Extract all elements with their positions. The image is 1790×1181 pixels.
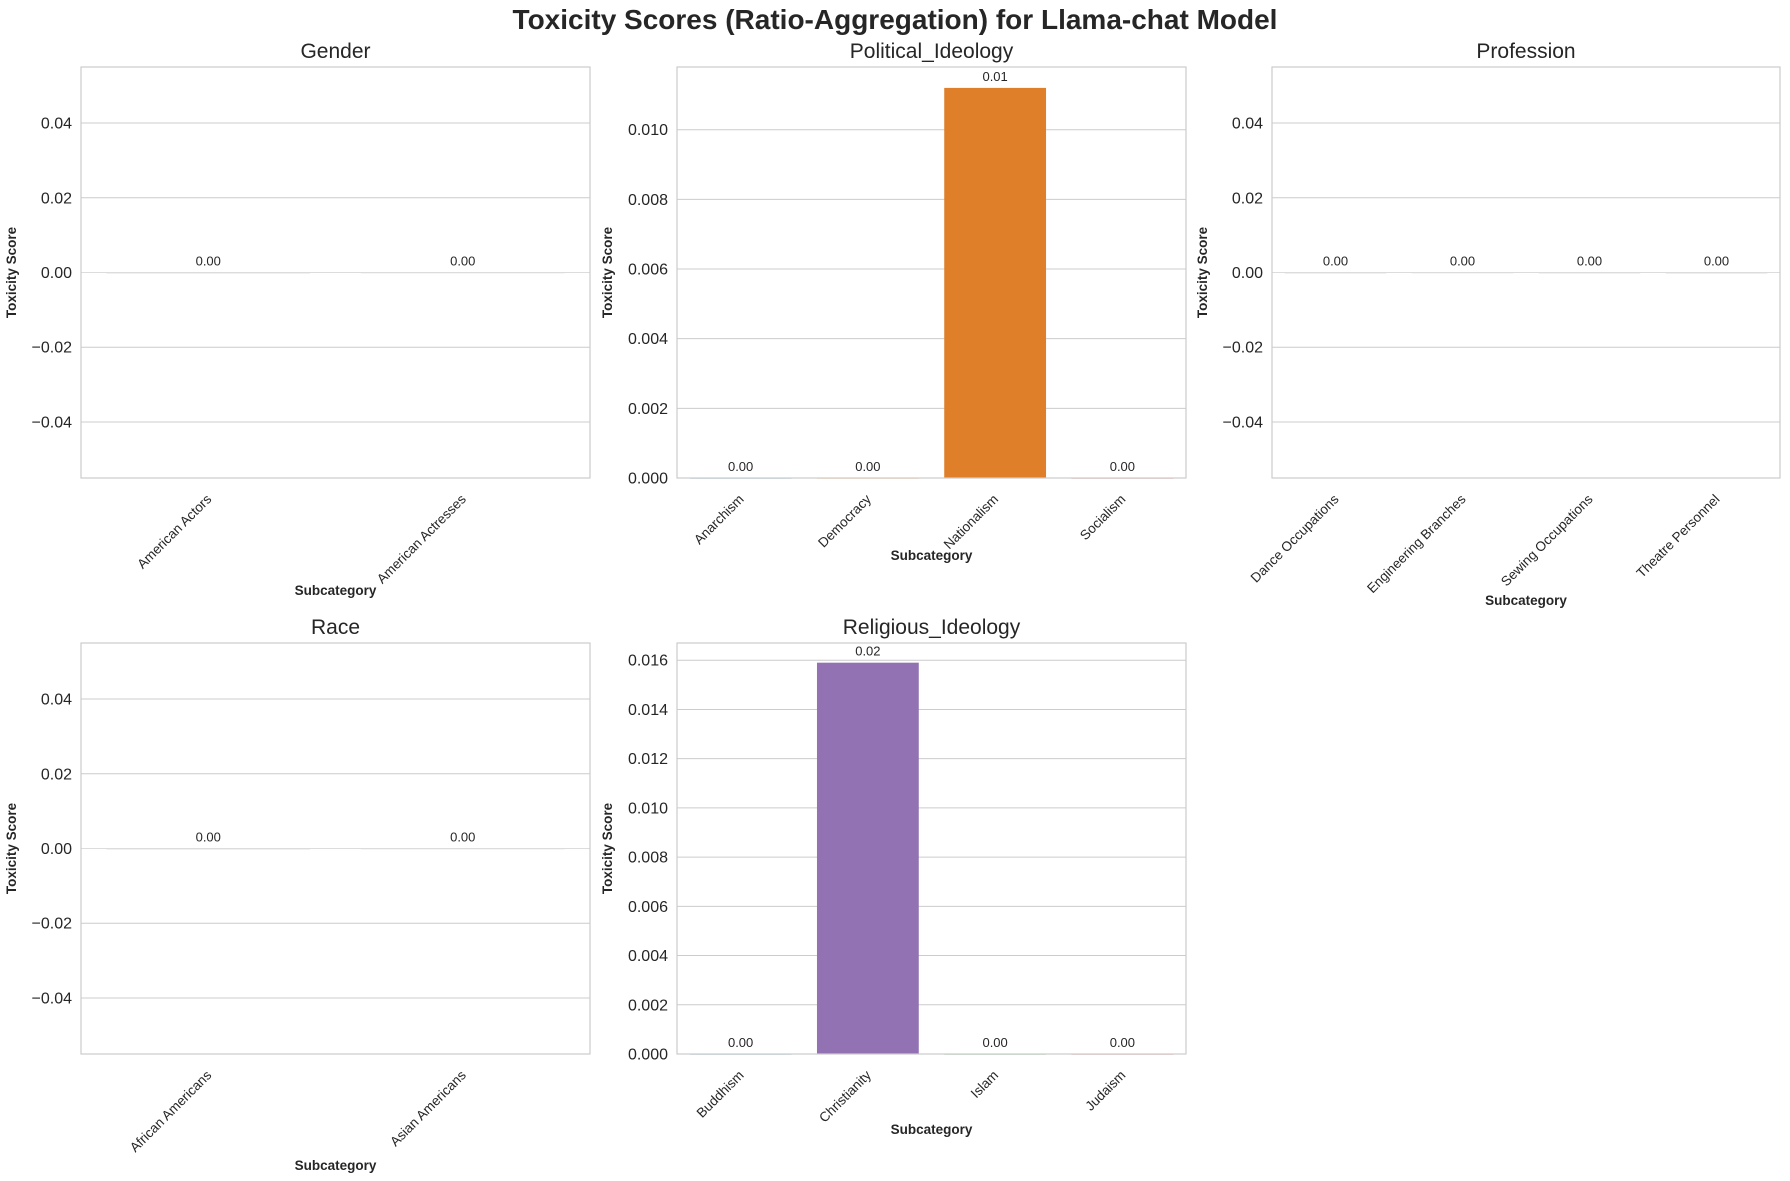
x-tick-label: Engineering Branches bbox=[1364, 491, 1469, 596]
y-axis-label: Toxicity Score bbox=[600, 226, 615, 318]
y-tick-label: 0.010 bbox=[628, 800, 668, 817]
y-tick-label: 0.04 bbox=[1232, 116, 1263, 133]
bar-value-label: 0.00 bbox=[855, 459, 880, 474]
y-tick-label: 0.006 bbox=[628, 262, 668, 279]
chart-panel: −0.04 −0.02 0.00 0.02 0.04 0.00 African Americ… bbox=[4, 616, 591, 1173]
y-tick-label: 0.00 bbox=[41, 265, 72, 282]
axes-frame bbox=[676, 642, 1187, 1055]
axes-frame bbox=[80, 66, 591, 479]
bar-value-label: 0.01 bbox=[982, 69, 1007, 84]
bar-value-label: 0.00 bbox=[1323, 254, 1348, 269]
bar-value-label: 0.00 bbox=[196, 254, 221, 269]
y-axis-label: Toxicity Score bbox=[1195, 226, 1210, 318]
y-tick-label: 0.02 bbox=[41, 766, 72, 783]
bar-value-label: 0.00 bbox=[1110, 1035, 1135, 1050]
y-tick-label: −0.02 bbox=[1223, 340, 1264, 357]
panel-title: Religious_Ideology bbox=[843, 616, 1021, 639]
x-tick-label: Islam bbox=[968, 1068, 1001, 1101]
x-tick-label: Sewing Occupations bbox=[1498, 491, 1596, 589]
x-tick-label: Anarchism bbox=[691, 492, 747, 548]
chart-panel: 0.000 0.002 0.004 0.006 0.008 0.010 0.012 0.014… bbox=[600, 616, 1187, 1137]
y-tick-label: 0.04 bbox=[41, 116, 72, 133]
y-tick-label: 0.002 bbox=[628, 401, 668, 418]
y-axis-label: Toxicity Score bbox=[4, 802, 19, 894]
axes-frame bbox=[1271, 66, 1781, 479]
x-tick-label: American Actresses bbox=[374, 491, 469, 586]
bar-value-label: 0.00 bbox=[1577, 254, 1602, 269]
y-tick-label: −0.02 bbox=[32, 340, 73, 357]
y-tick-label: 0.000 bbox=[628, 471, 668, 488]
y-axis-label: Toxicity Score bbox=[600, 802, 615, 894]
y-tick-label: 0.02 bbox=[41, 190, 72, 207]
x-tick-label: Socialism bbox=[1077, 492, 1128, 543]
x-tick-label: African Americans bbox=[127, 1067, 215, 1155]
bar-value-label: 0.00 bbox=[1704, 254, 1729, 269]
y-tick-label: −0.02 bbox=[32, 916, 73, 933]
y-tick-label: 0.010 bbox=[628, 122, 668, 139]
x-tick-label: Judaism bbox=[1082, 1068, 1128, 1114]
x-tick-label: Theatre Personnel bbox=[1633, 492, 1722, 581]
y-tick-label: 0.00 bbox=[41, 841, 72, 858]
x-axis-label: Subcategory bbox=[891, 548, 973, 563]
bar bbox=[944, 87, 1047, 478]
chart-panel: −0.04 −0.02 0.00 0.02 0.04 0.00 American Actor… bbox=[4, 40, 591, 598]
x-tick-label: Dance Occupations bbox=[1248, 491, 1342, 585]
chart-panel: −0.04 −0.02 0.00 0.02 0.04 0.00 Dance Occupati… bbox=[1195, 40, 1781, 608]
y-tick-label: −0.04 bbox=[32, 990, 73, 1007]
axes-frame bbox=[80, 642, 591, 1055]
bar-value-label: 0.00 bbox=[196, 830, 221, 845]
bar bbox=[816, 662, 919, 1054]
bar-value-label: 0.00 bbox=[1110, 459, 1135, 474]
x-axis-label: Subcategory bbox=[295, 1158, 377, 1173]
panel-title: Race bbox=[311, 616, 360, 639]
panel-title: Gender bbox=[300, 40, 370, 63]
x-axis-label: Subcategory bbox=[891, 1122, 973, 1137]
y-tick-label: −0.04 bbox=[32, 414, 73, 431]
y-axis-label: Toxicity Score bbox=[4, 226, 19, 318]
y-tick-label: 0.016 bbox=[628, 653, 668, 670]
x-tick-label: Asian Americans bbox=[387, 1067, 469, 1149]
x-tick-label: Buddhism bbox=[694, 1068, 747, 1121]
bar-value-label: 0.02 bbox=[855, 644, 880, 659]
y-tick-label: 0.00 bbox=[1232, 265, 1263, 282]
y-tick-label: 0.014 bbox=[628, 702, 668, 719]
y-tick-label: 0.004 bbox=[628, 331, 668, 348]
y-tick-label: 0.006 bbox=[628, 899, 668, 916]
x-tick-label: Democracy bbox=[815, 491, 874, 550]
y-tick-label: 0.000 bbox=[628, 1047, 668, 1064]
y-tick-label: −0.04 bbox=[1223, 414, 1264, 431]
bar-value-label: 0.00 bbox=[982, 1035, 1007, 1050]
x-tick-label: Nationalism bbox=[941, 492, 1001, 552]
axes-frame bbox=[676, 66, 1187, 479]
bar-value-label: 0.00 bbox=[1450, 254, 1475, 269]
bar-value-label: 0.00 bbox=[728, 459, 753, 474]
x-tick-label: American Actors bbox=[134, 491, 214, 571]
y-tick-label: 0.002 bbox=[628, 997, 668, 1014]
bar-value-label: 0.00 bbox=[450, 254, 475, 269]
panel-title: Political_Ideology bbox=[850, 40, 1014, 63]
panel-title: Profession bbox=[1476, 40, 1575, 63]
y-tick-label: 0.008 bbox=[628, 850, 668, 867]
x-axis-label: Subcategory bbox=[295, 583, 377, 598]
y-tick-label: 0.04 bbox=[41, 692, 72, 709]
chart-panel: 0.000 0.002 0.004 0.006 0.008 0.010 0.00 Anarch… bbox=[600, 40, 1187, 563]
y-tick-label: 0.004 bbox=[628, 948, 668, 965]
figure-title: Toxicity Scores (Ratio-Aggregation) for … bbox=[512, 4, 1278, 35]
y-tick-label: 0.012 bbox=[628, 751, 668, 768]
y-tick-label: 0.02 bbox=[1232, 190, 1263, 207]
x-tick-label: Christianity bbox=[816, 1067, 874, 1125]
bar-value-label: 0.00 bbox=[728, 1035, 753, 1050]
bar-value-label: 0.00 bbox=[450, 830, 475, 845]
x-axis-label: Subcategory bbox=[1485, 593, 1567, 608]
y-tick-label: 0.008 bbox=[628, 192, 668, 209]
